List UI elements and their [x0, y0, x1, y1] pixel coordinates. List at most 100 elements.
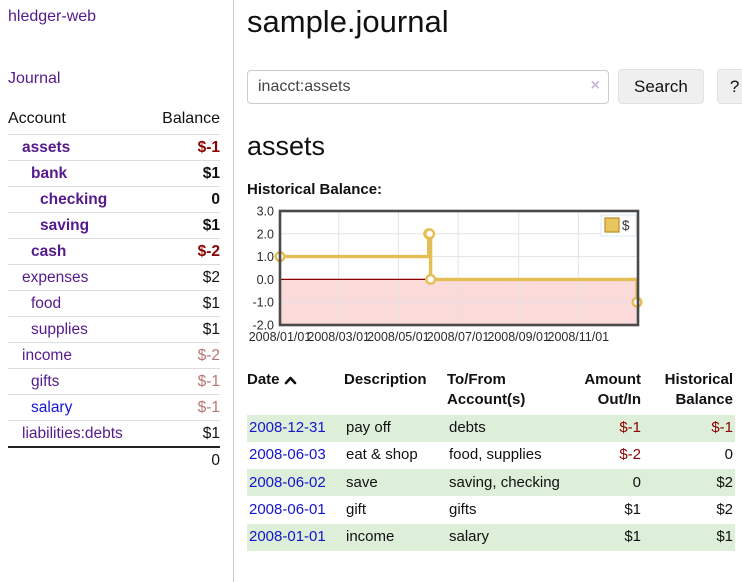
transaction-row: 2008-12-31 pay off debts $-1 $-1: [247, 414, 735, 442]
account-row: bank $1: [8, 160, 220, 187]
account-link-assets[interactable]: assets: [22, 138, 71, 156]
y-axis-tick-label: -1.0: [252, 296, 274, 310]
x-axis-tick-label: 2008/03/01: [307, 330, 370, 344]
register-header-amount: Amount Out/In: [584, 371, 641, 409]
brand-link[interactable]: hledger-web: [8, 8, 97, 25]
account-link-income[interactable]: income: [22, 346, 72, 364]
transaction-date-link[interactable]: 2008-06-02: [249, 473, 326, 491]
transaction-date-link[interactable]: 2008-06-01: [247, 496, 344, 523]
account-link-food[interactable]: food: [31, 294, 62, 312]
transaction-balance: $2: [643, 469, 735, 497]
transaction-accounts: salary: [447, 523, 568, 551]
search-button[interactable]: Search: [618, 69, 704, 104]
clear-search-icon[interactable]: ×: [590, 76, 600, 94]
accounts-header-account: Account: [8, 110, 66, 127]
account-name-cell: gifts: [8, 368, 149, 395]
account-balance: $1: [148, 316, 220, 343]
account-link-salary[interactable]: salary: [31, 398, 73, 416]
account-heading: assets: [247, 131, 326, 161]
transaction-date-link[interactable]: 2008-06-03: [249, 446, 326, 464]
account-link-supplies[interactable]: supplies: [31, 320, 88, 338]
account-link-checking[interactable]: checking: [40, 190, 108, 208]
sidebar-item-journal[interactable]: Journal: [8, 70, 61, 87]
account-row: food $1: [8, 290, 220, 317]
account-balance: $1: [148, 420, 220, 447]
account-link-saving[interactable]: saving: [40, 216, 90, 234]
transaction-balance: $-1: [643, 414, 735, 442]
y-axis-tick-label: 3.0: [257, 205, 274, 219]
y-axis-tick-label: 2.0: [257, 227, 274, 241]
transaction-amount: 0: [568, 469, 643, 497]
account-row: gifts $-1: [8, 368, 220, 395]
transaction-date-link[interactable]: 2008-01-01: [247, 523, 344, 551]
register-header-row: Date Description To/From Account(s) Amou…: [247, 368, 735, 415]
register-table: Date Description To/From Account(s) Amou…: [247, 368, 735, 551]
account-row: supplies $1: [8, 316, 220, 343]
y-axis-tick-label: 1.0: [257, 250, 274, 264]
account-name-cell: liabilities:debts: [8, 420, 149, 447]
data-point-marker: [425, 273, 437, 285]
y-axis-tick-label: -2.0: [252, 319, 274, 333]
account-row: liabilities:debts $1: [8, 420, 220, 447]
transaction-amount: $-2: [619, 446, 641, 464]
accounts-total-value: 0: [148, 446, 220, 474]
account-balance: $-1: [148, 134, 220, 161]
account-balance: $1: [148, 290, 220, 317]
account-link-expenses[interactable]: expenses: [22, 268, 89, 286]
sidebar-nav: Journal: [8, 70, 223, 88]
sidebar: hledger-web Journal Account Balance asse…: [0, 0, 234, 582]
transaction-row: 2008-01-01 income salary $1 $1: [247, 523, 735, 551]
account-link-bank[interactable]: bank: [31, 164, 68, 182]
accounts-total-row: 0: [8, 446, 220, 474]
transaction-row: 2008-06-03 eat & shop food, supplies $-2 0: [247, 442, 735, 469]
account-name-cell: expenses: [8, 264, 149, 291]
account-row: saving $1: [8, 212, 220, 239]
transaction-date-link[interactable]: 2008-01-01: [249, 528, 326, 545]
y-axis-tick-label: 0.0: [257, 273, 274, 287]
account-balance: $-2: [148, 238, 220, 265]
account-link-liabilities-debts[interactable]: liabilities:debts: [22, 424, 123, 442]
sort-ascending-icon: [284, 371, 297, 391]
account-balance: 0: [148, 186, 220, 213]
page-title: sample.journal: [247, 4, 449, 39]
transaction-date-link[interactable]: 2008-12-31: [249, 419, 326, 436]
transaction-amount: $1: [624, 500, 641, 518]
x-axis-tick-label: 2008/07/01: [427, 330, 490, 344]
data-point-marker: [424, 228, 436, 240]
transaction-accounts: debts: [447, 414, 568, 442]
account-link-cash[interactable]: cash: [31, 242, 67, 260]
accounts-total-spacer: [8, 446, 149, 474]
accounts-table: Account Balance assets $-1 bank $1 checking 0…: [8, 106, 220, 474]
x-axis-tick-label: 2008/05/01: [367, 330, 430, 344]
transaction-balance: $2: [716, 500, 733, 518]
transaction-amount: $1: [568, 523, 643, 551]
search-form: × Search ?: [247, 69, 742, 104]
account-balance: $-2: [148, 342, 220, 369]
transaction-accounts: saving, checking: [447, 469, 568, 497]
account-balance: $1: [148, 160, 220, 187]
account-row: checking 0: [8, 186, 220, 213]
account-balance: $1: [148, 212, 220, 239]
account-balance: $-1: [148, 394, 220, 421]
account-name-cell: assets: [8, 134, 149, 161]
account-row: assets $-1: [8, 134, 220, 161]
account-name-cell: supplies: [8, 316, 149, 343]
plot-border: [278, 209, 640, 327]
transaction-date-link[interactable]: 2008-06-03: [247, 442, 344, 469]
transaction-date-link[interactable]: 2008-06-01: [249, 500, 326, 518]
transaction-date-link[interactable]: 2008-12-31: [247, 414, 344, 442]
account-link-gifts[interactable]: gifts: [31, 372, 60, 390]
transaction-balance: 0: [724, 446, 733, 464]
search-input[interactable]: [247, 69, 609, 104]
account-row: expenses $2: [8, 264, 220, 291]
x-axis-tick-label: 2008/09/01: [487, 330, 550, 344]
transaction-balance: $1: [643, 523, 735, 551]
account-name-cell: bank: [8, 160, 149, 187]
transaction-accounts: gifts: [449, 500, 477, 518]
legend-label: $: [622, 218, 630, 233]
help-button[interactable]: ?: [716, 69, 742, 104]
x-axis-tick-label: 2008/11/01: [548, 330, 610, 344]
transaction-date-link[interactable]: 2008-06-02: [247, 469, 344, 497]
account-name-cell: saving: [8, 212, 149, 239]
register-header-date[interactable]: Date: [247, 368, 344, 415]
